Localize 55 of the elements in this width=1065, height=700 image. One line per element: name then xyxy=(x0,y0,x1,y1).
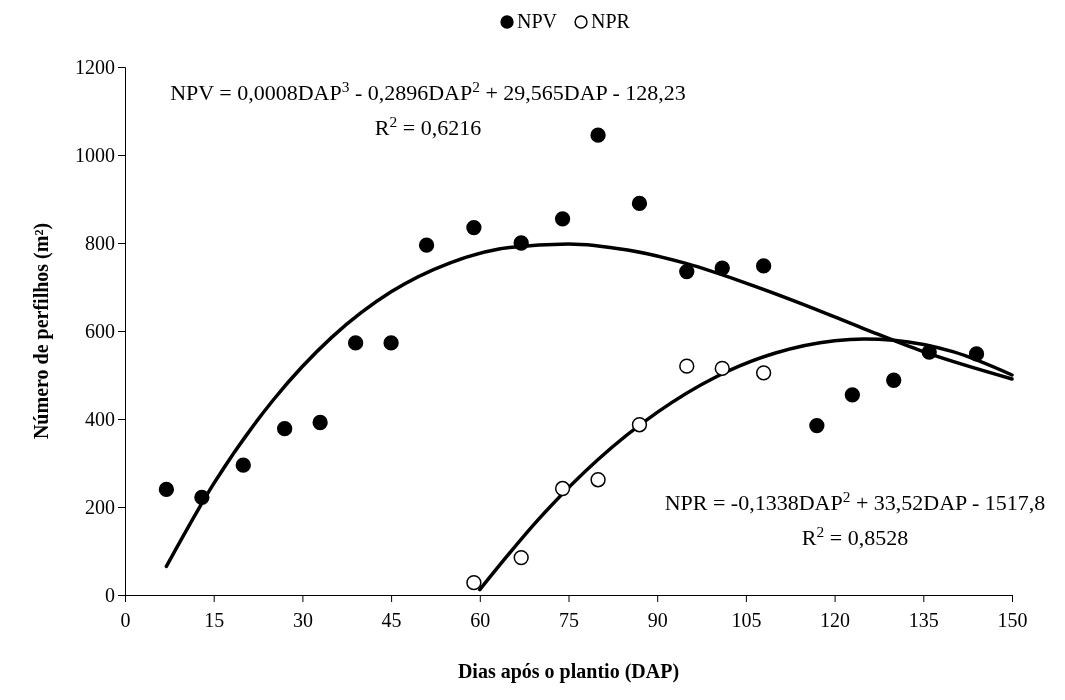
point xyxy=(347,335,364,351)
annotation: NPR = -0,1338DAP$^{2}$ + 33,52DAP - 1517,8 xyxy=(664,487,1046,515)
y-tick-label: 0 xyxy=(105,583,115,606)
point xyxy=(921,344,937,360)
point xyxy=(631,195,648,212)
point xyxy=(590,127,606,143)
x-tick-label: 90 xyxy=(647,609,668,631)
point xyxy=(809,417,825,434)
y-tick-label: 800 xyxy=(85,231,115,254)
y-tick-label: 1200 xyxy=(75,55,115,78)
x-tick-label: 45 xyxy=(381,609,402,631)
point xyxy=(886,372,902,388)
x-axis-title: Dias após o plantio (DAP) xyxy=(457,660,680,683)
point xyxy=(755,258,772,274)
legend-label: NPR xyxy=(591,10,631,32)
y-tick-label: 200 xyxy=(85,495,115,518)
point xyxy=(755,365,772,381)
point xyxy=(554,211,571,227)
y-tick-label: 1000 xyxy=(75,143,115,166)
point xyxy=(714,260,730,276)
point xyxy=(513,549,529,566)
point xyxy=(466,219,482,236)
point xyxy=(466,575,482,591)
annotation: NPV = 0,0008DAP$^{3}$ - 0,2896DAP$^{2}$ + 29,565DAP - 128,23 xyxy=(170,77,686,105)
x-tick-label: 135 xyxy=(908,609,939,631)
x-tick-label: 150 xyxy=(997,609,1028,631)
point xyxy=(194,489,210,505)
point xyxy=(418,237,435,253)
point xyxy=(383,335,399,351)
point xyxy=(844,387,860,403)
x-tick-label: 30 xyxy=(292,609,313,631)
point xyxy=(312,414,328,431)
point xyxy=(554,480,571,497)
x-tick-label: 0 xyxy=(120,609,131,631)
point xyxy=(631,417,648,433)
point xyxy=(968,346,985,362)
y-tick-label: 600 xyxy=(85,319,115,342)
point xyxy=(235,457,251,473)
legend-label: NPV xyxy=(517,10,558,32)
point xyxy=(679,358,695,374)
point xyxy=(513,235,529,251)
x-tick-label: 120 xyxy=(820,609,851,631)
annotation: R$^{2}$ = 0,8528 xyxy=(801,522,909,550)
point xyxy=(277,421,293,437)
x-tick-label: 15 xyxy=(204,609,225,631)
point xyxy=(679,263,695,280)
point xyxy=(158,481,175,498)
x-tick-label: 105 xyxy=(731,609,762,631)
point xyxy=(590,472,606,488)
annotation: R$^{2}$ = 0,6216 xyxy=(374,112,482,140)
x-tick-label: 60 xyxy=(470,609,491,631)
y-tick-label: 400 xyxy=(85,407,115,430)
point xyxy=(714,360,730,377)
x-tick-label: 75 xyxy=(559,609,579,631)
y-axis-title: Número de perfilhos (m²) xyxy=(30,222,53,440)
